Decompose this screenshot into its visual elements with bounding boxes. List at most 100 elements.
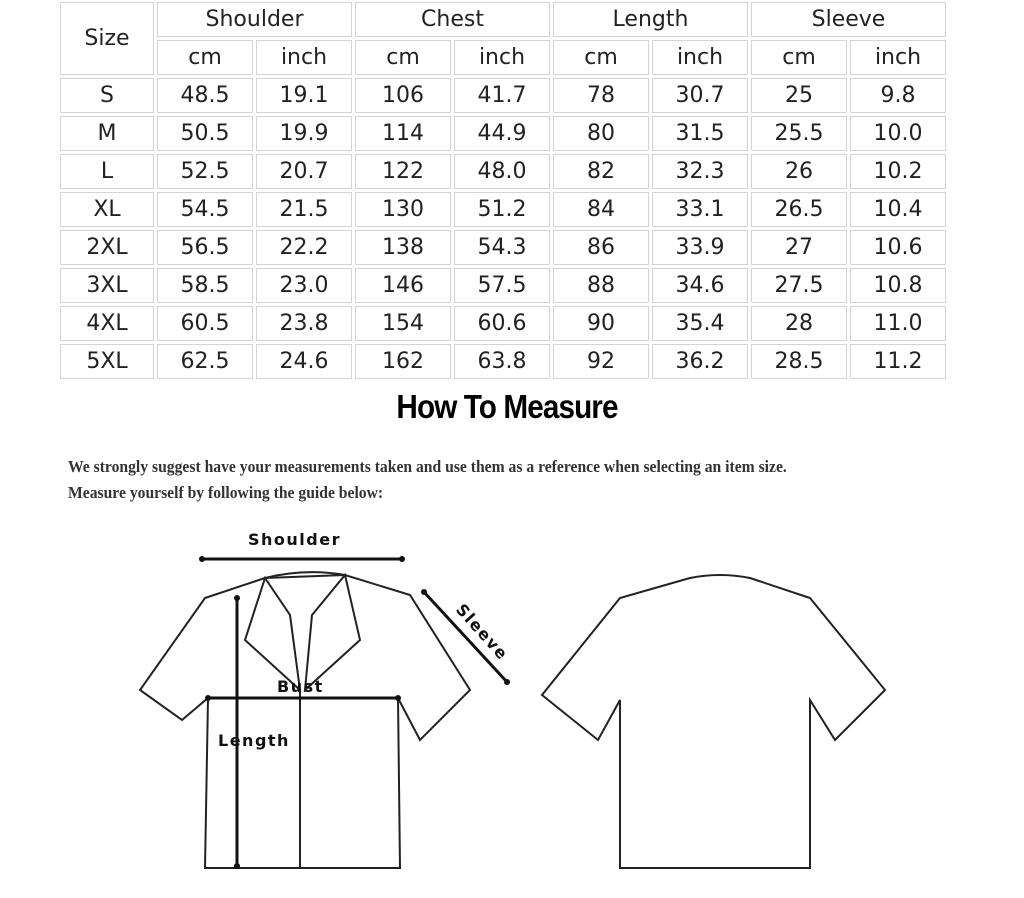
measure-lines [202, 557, 509, 866]
value-cell: 80 [553, 116, 649, 151]
unit-header: inch [454, 40, 550, 75]
value-cell: 28 [751, 306, 847, 341]
value-cell: 84 [553, 192, 649, 227]
value-cell: 90 [553, 306, 649, 341]
group-header: Chest [355, 2, 550, 37]
value-cell: 48.5 [157, 78, 253, 113]
value-cell: 9.8 [850, 78, 946, 113]
unit-header: inch [256, 40, 352, 75]
size-cell: 5XL [60, 344, 154, 379]
value-cell: 162 [355, 344, 451, 379]
bust-label: Bust [277, 677, 324, 696]
value-cell: 86 [553, 230, 649, 265]
value-cell: 154 [355, 306, 451, 341]
value-cell: 44.9 [454, 116, 550, 151]
value-cell: 27.5 [751, 268, 847, 303]
value-cell: 24.6 [256, 344, 352, 379]
size-cell: 4XL [60, 306, 154, 341]
value-cell: 10.4 [850, 192, 946, 227]
size-cell: M [60, 116, 154, 151]
size-cell: XL [60, 192, 154, 227]
value-cell: 26.5 [751, 192, 847, 227]
value-cell: 52.5 [157, 154, 253, 189]
value-cell: 114 [355, 116, 451, 151]
value-cell: 92 [553, 344, 649, 379]
value-cell: 23.8 [256, 306, 352, 341]
value-cell: 56.5 [157, 230, 253, 265]
value-cell: 34.6 [652, 268, 748, 303]
unit-header: cm [751, 40, 847, 75]
size-cell: 2XL [60, 230, 154, 265]
value-cell: 138 [355, 230, 451, 265]
value-cell: 60.6 [454, 306, 550, 341]
unit-header: cm [157, 40, 253, 75]
value-cell: 23.0 [256, 268, 352, 303]
table-row: 4XL 60.5 23.8 154 60.6 90 35.4 28 11.0 [60, 306, 946, 341]
value-cell: 130 [355, 192, 451, 227]
value-cell: 146 [355, 268, 451, 303]
value-cell: 58.5 [157, 268, 253, 303]
size-cell: S [60, 78, 154, 113]
value-cell: 78 [553, 78, 649, 113]
value-cell: 11.0 [850, 306, 946, 341]
unit-header: cm [355, 40, 451, 75]
value-cell: 20.7 [256, 154, 352, 189]
value-cell: 33.1 [652, 192, 748, 227]
group-header: Sleeve [751, 2, 946, 37]
value-cell: 22.2 [256, 230, 352, 265]
unit-header: cm [553, 40, 649, 75]
size-cell: L [60, 154, 154, 189]
back-shirt [540, 574, 887, 869]
value-cell: 25.5 [751, 116, 847, 151]
value-cell: 88 [553, 268, 649, 303]
value-cell: 60.5 [157, 306, 253, 341]
value-cell: 27 [751, 230, 847, 265]
shoulder-label: Shoulder [248, 530, 341, 549]
value-cell: 54.5 [157, 192, 253, 227]
value-cell: 21.5 [256, 192, 352, 227]
value-cell: 82 [553, 154, 649, 189]
unit-header: inch [850, 40, 946, 75]
value-cell: 50.5 [157, 116, 253, 151]
value-cell: 28.5 [751, 344, 847, 379]
value-cell: 106 [355, 78, 451, 113]
size-header: Size [60, 2, 154, 75]
table-row: 2XL 56.5 22.2 138 54.3 86 33.9 27 10.6 [60, 230, 946, 265]
value-cell: 51.2 [454, 192, 550, 227]
value-cell: 36.2 [652, 344, 748, 379]
group-header: Length [553, 2, 748, 37]
value-cell: 10.2 [850, 154, 946, 189]
table-header-row: Size Shoulder Chest Length Sleeve [60, 2, 946, 75]
size-chart-table: Size Shoulder Chest Length Sleeve cm inch… [57, 0, 949, 382]
value-cell: 63.8 [454, 344, 550, 379]
value-cell: 26 [751, 154, 847, 189]
length-label: Length [218, 731, 290, 750]
table-row: M 50.5 19.9 114 44.9 80 31.5 25.5 10.0 [60, 116, 946, 151]
value-cell: 11.2 [850, 344, 946, 379]
table-row: S 48.5 19.1 106 41.7 78 30.7 25 9.8 [60, 78, 946, 113]
value-cell: 19.1 [256, 78, 352, 113]
value-cell: 62.5 [157, 344, 253, 379]
value-cell: 25 [751, 78, 847, 113]
unit-header-row: cm inch cm inch cm inch cm inch [60, 40, 946, 75]
value-cell: 57.5 [454, 268, 550, 303]
unit-header: inch [652, 40, 748, 75]
value-cell: 122 [355, 154, 451, 189]
value-cell: 35.4 [652, 306, 748, 341]
table-row: XL 54.5 21.5 130 51.2 84 33.1 26.5 10.4 [60, 192, 946, 227]
size-cell: 3XL [60, 268, 154, 303]
value-cell: 10.0 [850, 116, 946, 151]
value-cell: 31.5 [652, 116, 748, 151]
front-shirt [138, 571, 472, 869]
value-cell: 54.3 [454, 230, 550, 265]
table-row: 3XL 58.5 23.0 146 57.5 88 34.6 27.5 10.8 [60, 268, 946, 303]
value-cell: 19.9 [256, 116, 352, 151]
guide-text-2: Measure yourself by following the guide … [68, 483, 384, 502]
value-cell: 32.3 [652, 154, 748, 189]
guide-text-1: We strongly suggest have your measuremen… [68, 457, 787, 476]
value-cell: 33.9 [652, 230, 748, 265]
group-header: Shoulder [157, 2, 352, 37]
value-cell: 48.0 [454, 154, 550, 189]
table-row: 5XL 62.5 24.6 162 63.8 92 36.2 28.5 11.2 [60, 344, 946, 379]
